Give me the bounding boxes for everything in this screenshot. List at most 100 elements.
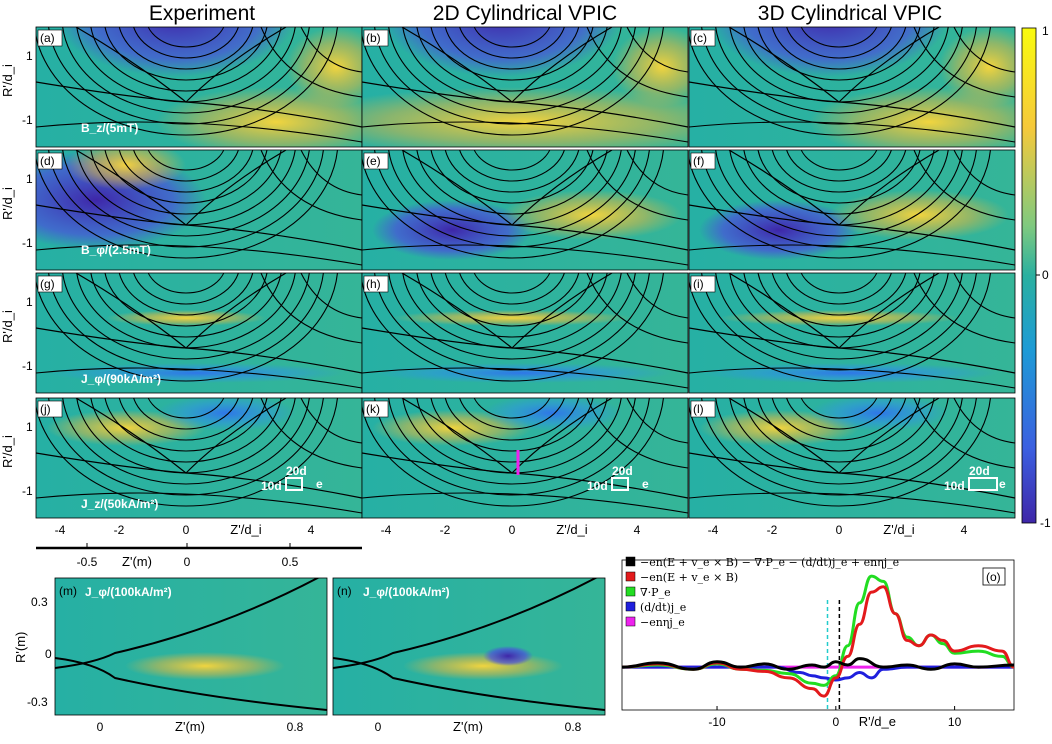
flux-contour	[701, 273, 977, 371]
separatrix-upper	[728, 27, 940, 103]
flux-contour-right	[913, 27, 1015, 98]
x-axis-label: R'/d_e	[859, 714, 896, 729]
flux-contour	[118, 273, 254, 316]
flux-contour-lower	[36, 244, 362, 266]
flux-contour	[362, 398, 664, 507]
separatrix-upper	[401, 273, 613, 349]
flux-contour	[388, 27, 636, 114]
field-blob-yellow	[362, 87, 688, 147]
field-blob-blue	[156, 398, 296, 431]
scale-box-sub: e	[999, 477, 1006, 491]
field-blob-dark	[710, 27, 948, 77]
field-current-sheet	[719, 310, 959, 326]
flux-contour	[473, 27, 551, 48]
panel-letter-box	[363, 152, 389, 170]
x-tick: -2	[767, 523, 778, 537]
flux-contour	[757, 273, 921, 327]
flux-contour	[104, 398, 268, 452]
flux-contour	[118, 398, 254, 441]
panel-field	[362, 273, 688, 393]
flux-contour	[430, 273, 594, 327]
zoom-panel-n: (n) J_φ/(100kA/m²) 0 0.8 Z'(m)	[332, 577, 606, 734]
flux-contour-right-2	[300, 27, 362, 73]
flux-contour	[473, 273, 551, 294]
field-panel-f: (f)	[688, 149, 1016, 271]
y-axis-label: R'/d_i	[0, 187, 15, 220]
flux-contour	[36, 27, 338, 136]
x-tick: 0	[375, 720, 382, 734]
flux-contour-right-2	[626, 27, 688, 73]
flux-contour-right	[586, 273, 688, 344]
flux-contour	[118, 27, 254, 70]
panel-letter-box	[37, 400, 63, 418]
colorbar-tick-max: 1	[1042, 24, 1049, 38]
x-tick: -2	[440, 523, 451, 537]
flux-contour-right	[586, 27, 688, 98]
flux-contour	[800, 27, 878, 48]
panel-letter-box	[363, 275, 389, 293]
field-panel-k: (k) 20d 10d e -4 -2 0 4 Z'/d_i	[361, 397, 689, 537]
panel-frame	[688, 26, 1016, 148]
separatrix-upper	[55, 578, 320, 669]
colorbar: 1 0 -1	[1021, 24, 1051, 530]
zoom-panel-m: (m) J_φ/(100kA/m²) 0 0.8 Z'(m) 0.3 0 -0.3 R'(m)	[13, 577, 328, 734]
flux-contour	[771, 273, 907, 316]
flux-contour	[416, 27, 608, 92]
x-tick: 4	[634, 523, 641, 537]
flux-contour-lower	[362, 367, 688, 389]
flux-contour	[786, 150, 892, 182]
flux-contour	[800, 150, 878, 171]
flux-contour	[48, 150, 324, 248]
flux-contour	[36, 398, 338, 507]
flux-contour	[701, 150, 977, 248]
panel-letter-box	[37, 29, 63, 47]
y-tick: -1	[22, 359, 33, 373]
x-tick: -4	[55, 523, 66, 537]
panel-field	[362, 150, 688, 270]
legend-swatch-4	[625, 616, 636, 627]
panel-frame	[361, 397, 689, 519]
flux-contour-right-2	[953, 398, 1015, 444]
flux-contour-right-2	[300, 398, 362, 444]
flux-contour	[133, 398, 239, 430]
flux-contour	[444, 273, 580, 316]
y-axis-label: R'/d_i	[0, 435, 15, 468]
panel-letter-box	[690, 29, 716, 47]
flux-contour	[689, 150, 991, 259]
field-blob-yellow	[156, 87, 362, 147]
flux-contour	[701, 398, 977, 496]
flux-contour	[689, 27, 991, 136]
flux-contour	[459, 27, 565, 59]
flux-contour	[104, 27, 268, 81]
field-label: J_φ/(100kA/m²)	[85, 585, 172, 599]
panel-letter-box	[690, 152, 716, 170]
scale-box	[285, 477, 303, 491]
panel-field	[36, 27, 362, 147]
panel-field	[689, 398, 1015, 518]
flux-contour	[90, 398, 282, 463]
field-label: J_φ/(90kA/m²)	[81, 372, 161, 386]
x-axis-label: Z'/d_i	[230, 522, 261, 537]
field-blob-dark	[383, 27, 621, 77]
y-tick: 0	[45, 647, 52, 661]
y-tick: -1	[22, 113, 33, 127]
panel-frame	[332, 577, 606, 716]
panel-letter: (f)	[693, 154, 704, 168]
field-panel-j: (j) J_z/(50kA/m²) 1 -1 R'/d_i 20d 10d e -4 -2 0 4 Z'…	[0, 397, 363, 537]
flux-contour	[459, 273, 565, 305]
legend-swatch-1	[625, 571, 636, 582]
y-tick: 1	[26, 172, 33, 186]
panel-frame	[688, 272, 1016, 394]
flux-contour	[757, 398, 921, 452]
panel-field	[36, 398, 362, 518]
field-label: J_φ/(100kA/m²)	[363, 585, 450, 599]
legend-label-0: −en(E + v_e × B) − ∇·P_e − (d/dt)j_e + e…	[640, 556, 899, 569]
flux-contour	[444, 150, 580, 193]
zm-tick-neg: -0.5	[77, 555, 98, 569]
legend-swatch-0	[625, 556, 636, 567]
field-panel-c: (c)	[688, 26, 1016, 148]
x-axis-label: Z'/d_i	[556, 522, 587, 537]
flux-contour	[416, 150, 608, 215]
field-current-sheet	[106, 310, 266, 326]
flux-contour	[430, 150, 594, 204]
